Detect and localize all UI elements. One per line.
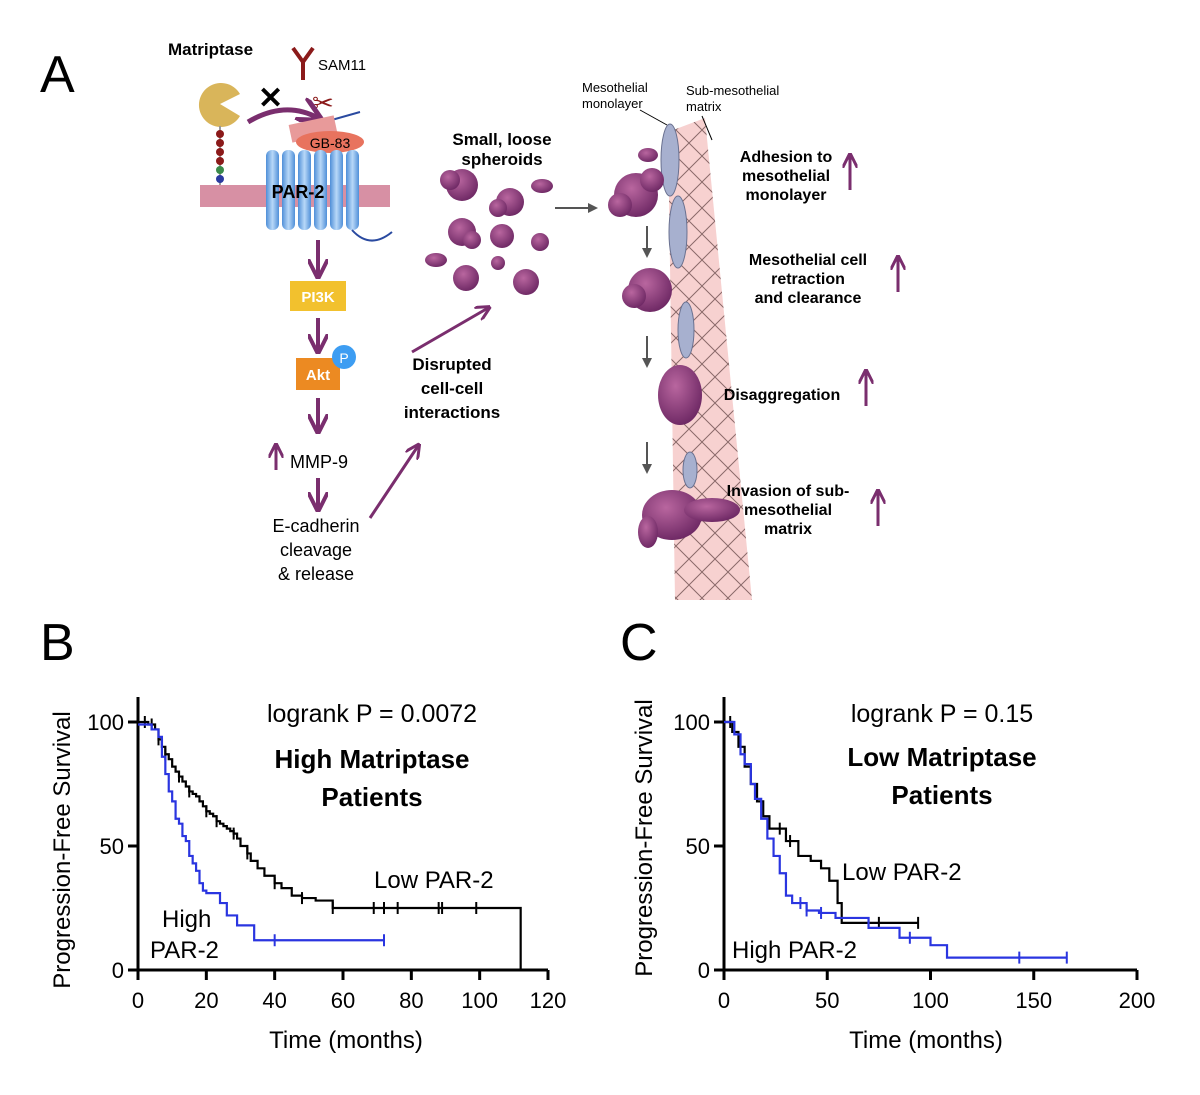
disrupted-line-2: cell-cell (421, 379, 483, 398)
pi3k-label: PI3K (301, 289, 335, 306)
panel-a-label: A (40, 46, 75, 104)
mesothelial-cells (660, 123, 698, 489)
ecad-line-3: & release (278, 564, 354, 584)
chart-b: B Progression-Free Survival Time (months… (40, 614, 566, 1054)
arrow-disrupted-spheroids (411, 308, 488, 354)
chart-b-x-tick-label: 60 (331, 988, 355, 1013)
meso-leader-line (639, 109, 668, 126)
chart-c-line-low-par-2 (724, 720, 919, 924)
invasion-line-2: mesothelial (744, 502, 832, 519)
chart-b-title-line-2: Patients (321, 782, 422, 812)
matriptase-protein (198, 83, 240, 128)
spheroid-cluster (425, 169, 553, 295)
chart-c-annot-high: High PAR-2 (732, 937, 857, 964)
submeso-line-2: matrix (686, 99, 722, 114)
chart-c-title-line-2: Patients (891, 780, 992, 810)
chart-b-y-tick-label: 50 (100, 834, 124, 859)
adhesion-line-3: monolayer (746, 187, 827, 204)
akt-label: Akt (306, 367, 330, 384)
spheroids-line-2: spheroids (461, 150, 542, 169)
retraction-line-1: Mesothelial cell (749, 252, 867, 269)
gb83-label: GB-83 (310, 135, 351, 151)
chart-c-title-line-1: Low Matriptase (847, 742, 1036, 772)
pi3k-box (290, 281, 346, 311)
par2-receptor (266, 150, 393, 242)
adhesion-line-2: mesothelial (742, 168, 830, 185)
adhesion-line-1: Adhesion to (740, 149, 833, 166)
ecad-line-2: cleavage (280, 540, 352, 560)
chart-c-y-tick-label: 100 (673, 710, 710, 735)
chart-b-title-line-1: High Matriptase (274, 744, 469, 774)
chart-b-x-tick-label: 20 (194, 988, 218, 1013)
invasion-line-1: Invasion of sub- (727, 483, 850, 500)
chart-b-annot-high-1: High (162, 906, 211, 933)
chart-c-x-tick-label: 200 (1119, 988, 1156, 1013)
submeso-line-1: Sub-mesothelial (686, 83, 779, 98)
chart-b-annot-low: Low PAR-2 (374, 867, 494, 894)
chart-b-xlabel: Time (months) (269, 1027, 423, 1054)
chart-c: C Progression-Free Survival Time (months… (620, 614, 1155, 1054)
matriptase-label: Matriptase (168, 40, 253, 59)
par2-label: PAR-2 (272, 182, 325, 202)
scissors-icon: ✂ (312, 88, 334, 118)
retraction-line-2: retraction (771, 271, 845, 288)
chart-b-annot-high-2: PAR-2 (150, 937, 219, 964)
attached-spheroids (608, 148, 740, 548)
phospho-label: P (339, 350, 348, 366)
meso-monolayer-line-1: Mesothelial (582, 80, 648, 95)
invasion-line-3: matrix (764, 521, 812, 538)
chart-c-y-tick-label: 0 (698, 958, 710, 983)
phospho-circle (332, 345, 356, 369)
matriptase-domains (216, 130, 224, 183)
disrupted-line-1: Disrupted (412, 355, 491, 374)
chart-b-stat: logrank P = 0.0072 (267, 700, 477, 728)
tethered-ligand (288, 115, 338, 143)
chart-c-line-high-par-2 (724, 720, 1067, 959)
chart-c-ylabel: Progression-Free Survival (631, 699, 658, 976)
chart-c-x-tick-label: 100 (912, 988, 949, 1013)
meso-monolayer-line-2: monolayer (582, 96, 643, 111)
chart-b-x-tick-label: 80 (399, 988, 423, 1013)
mmp9-label: MMP-9 (290, 452, 348, 472)
chart-b-y-tick-label: 100 (87, 710, 124, 735)
chart-c-y-tick-label: 50 (686, 834, 710, 859)
gb83-ellipse (296, 131, 364, 153)
ecad-line-1: E-cadherin (272, 516, 359, 536)
chart-c-x-tick-label: 50 (815, 988, 839, 1013)
chart-b-x-tick-label: 100 (461, 988, 498, 1013)
chart-c-xlabel: Time (months) (849, 1027, 1003, 1054)
chart-c-x-tick-label: 150 (1015, 988, 1052, 1013)
arrow-ecad-disrupted (368, 446, 418, 519)
chart-b-line-high-par-2 (138, 723, 384, 942)
chart-b-y-tick-label: 0 (112, 958, 124, 983)
retraction-line-3: and clearance (755, 290, 862, 307)
chart-c-x-tick-label: 0 (718, 988, 730, 1013)
panel-c-label: C (620, 614, 658, 672)
chart-b-x-tick-label: 0 (132, 988, 144, 1013)
chart-c-stat: logrank P = 0.15 (851, 700, 1033, 728)
chart-b-x-tick-label: 120 (530, 988, 567, 1013)
chart-c-annot-low: Low PAR-2 (842, 859, 962, 886)
akt-box (296, 358, 340, 390)
chart-b-x-tick-label: 40 (262, 988, 286, 1013)
spheroids-line-1: Small, loose (452, 130, 551, 149)
submeso-leader-line (701, 115, 713, 141)
panel-b-label: B (40, 614, 75, 672)
disrupted-line-3: interactions (404, 403, 500, 422)
disaggregation-label: Disaggregation (724, 387, 840, 404)
antibody-icon (291, 46, 315, 80)
sam11-label: SAM11 (318, 57, 366, 74)
panel-a: A Matriptase SAM11 ✕ ✂ GB-83 (40, 40, 898, 600)
chart-b-ylabel: Progression-Free Survival (49, 711, 76, 988)
cleavage-arrow (246, 110, 318, 125)
